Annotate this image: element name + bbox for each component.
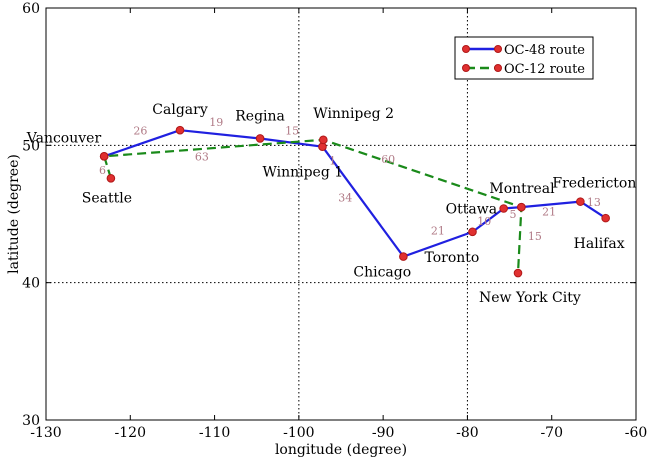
edge-weight-label: 21 [431,225,445,238]
y-tick-label: 50 [22,138,40,154]
city-label-new-york-city: New York City [479,290,581,306]
city-label-montreal: Montreal [489,181,555,197]
node-winnipeg-2 [319,135,328,145]
axis-ticks: -130 -120 -110 -100 -90 -80 -70 -60 30 40 50 60 [22,1,647,441]
city-label-toronto: Toronto [424,250,479,266]
node-fredericton [576,197,585,206]
edge-weight-label: 5 [509,208,516,221]
edge-weight-label: 26 [133,124,147,137]
x-axis-label: longitude (degree) [275,442,407,458]
node-ottawa [499,204,508,213]
edge-weight-label: 1 [329,155,336,168]
legend-oc48-label: OC-48 route [504,43,585,58]
edge-weight-label: 15 [285,124,299,137]
legend-oc12-marker-b [494,64,502,72]
legend: OC-48 route OC-12 route [454,36,594,80]
city-label-vancouver: Vancouver [26,130,102,146]
edge-weight-label: 15 [528,230,542,243]
edge-weight-label: 60 [381,153,395,166]
city-label-seattle: Seattle [82,190,132,206]
legend-oc48-marker-a [462,45,470,53]
legend-box [454,36,594,80]
edge-weight-label: 10 [477,215,491,228]
node-toronto [468,227,477,237]
city-label-winnipeg-2: Winnipeg 2 [313,106,394,122]
city-label-fredericton: Fredericton [552,176,636,192]
node-chicago [399,252,408,261]
city-label-calgary: Calgary [152,102,208,118]
series-line-oc-48-route [103,129,607,258]
node-seattle [106,173,116,183]
node-new-york-city [513,268,523,278]
legend-oc12-label: OC-12 route [504,62,585,77]
y-tick-label: 40 [22,276,40,292]
edge-weight-label: 13 [587,196,601,209]
node-calgary [175,125,185,135]
city-labels: Vancouver Seattle Calgary Regina Winnipeg 2 W… [26,102,637,306]
edge-weight-label: 6 [99,164,106,177]
x-tick-label: -60 [625,425,647,441]
city-label-winnipeg-1: Winnipeg 1 [262,165,343,181]
x-tick-label: -130 [30,425,61,441]
y-tick-label: 60 [22,1,40,17]
city-label-regina: Regina [235,108,285,124]
x-tick-label: -100 [283,425,314,441]
y-axis-label: latitude (degree) [6,154,22,274]
node-regina [255,134,265,143]
node-montreal [517,202,526,212]
x-tick-label: -120 [115,425,146,441]
edge-weight-label: 34 [338,192,352,205]
city-label-chicago: Chicago [353,265,411,281]
edge-weight-label: 21 [542,205,556,218]
x-tick-label: -70 [540,425,563,441]
legend-oc12-marker-a [462,64,470,72]
node-vancouver [99,152,109,161]
x-tick-label: -90 [372,425,395,441]
edge-weight-label: 19 [209,116,223,129]
node-halifax [601,213,610,223]
city-label-ottawa: Ottawa [446,202,497,218]
legend-oc48-marker-b [494,45,502,53]
x-tick-label: -80 [456,425,479,441]
x-tick-label: -110 [199,425,230,441]
city-label-halifax: Halifax [574,236,625,252]
series-layer [99,125,610,278]
y-tick-label: 30 [22,413,40,429]
edge-weight-label: 63 [195,150,209,163]
